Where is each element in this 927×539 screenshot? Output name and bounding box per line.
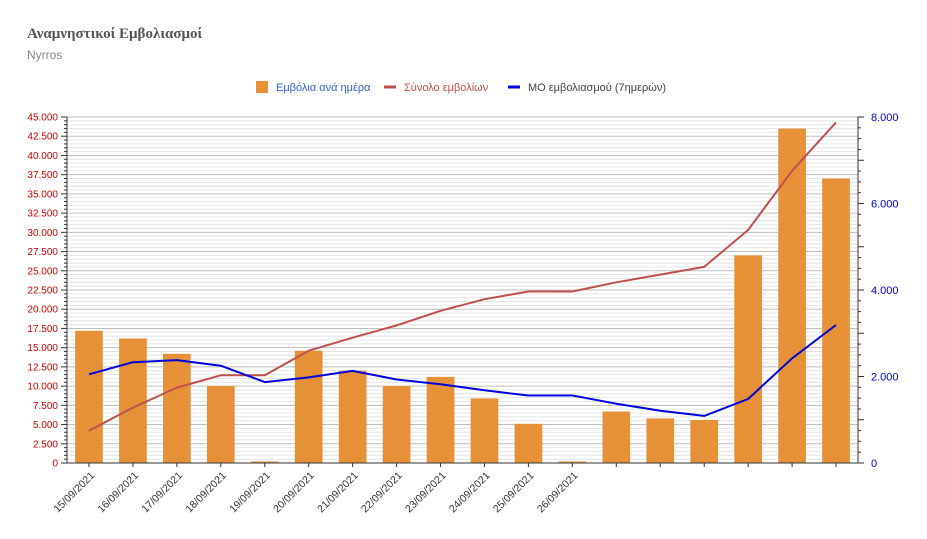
bar[interactable]: [426, 376, 455, 463]
bar[interactable]: [602, 411, 631, 463]
legend-item-total[interactable]: Σύνολο εμβολίων: [384, 82, 489, 94]
x-axis-tick-label: 15/09/2021: [51, 470, 97, 516]
legend-label: ΜΟ εμβολιασμού (7ημερών): [528, 82, 666, 94]
left-axis-tick-label: 0: [52, 459, 58, 470]
x-axis-tick-label: 26/09/2021: [535, 470, 581, 516]
bar[interactable]: [558, 461, 587, 463]
right-axis-tick-label: 8.000: [871, 112, 899, 124]
left-axis-tick-label: 45.000: [27, 113, 58, 124]
x-axis-tick-label: 16/09/2021: [95, 470, 141, 516]
legend-label: Σύνολο εμβολίων: [404, 82, 489, 94]
avg-line[interactable]: [88, 324, 837, 417]
left-axis-tick-label: 22.500: [27, 286, 58, 297]
bar[interactable]: [163, 353, 191, 463]
left-axis-tick-label: 5.000: [33, 420, 58, 431]
left-axis-tick-label: 2.500: [33, 439, 58, 450]
left-axis-tick-label: 12.500: [27, 362, 58, 373]
x-axis-tick-label: 24/09/2021: [447, 470, 493, 516]
left-axis-tick-label: 27.500: [27, 247, 58, 258]
bar[interactable]: [470, 398, 499, 463]
bar[interactable]: [338, 370, 367, 463]
bar[interactable]: [690, 419, 719, 463]
bar[interactable]: [250, 461, 279, 463]
left-axis-tick-label: 32.500: [27, 209, 58, 220]
x-axis-tick-label: 25/09/2021: [491, 470, 537, 516]
bar[interactable]: [514, 423, 543, 463]
left-axis-tick-label: 40.000: [27, 151, 58, 162]
left-axis-tick-label: 30.000: [27, 228, 58, 239]
bar[interactable]: [382, 386, 411, 463]
legend-item-avg[interactable]: ΜΟ εμβολιασμού (7ημερών): [508, 82, 666, 94]
left-axis-tick-label: 42.500: [27, 132, 58, 143]
x-axis-tick-label: 22/09/2021: [359, 470, 405, 516]
left-axis-tick-label: 17.500: [27, 324, 58, 335]
right-axis-tick-label: 6.000: [871, 199, 899, 211]
legend-item-bars[interactable]: Εμβόλια ανά ημέρα: [256, 81, 371, 94]
legend-swatch: [256, 81, 268, 93]
legend-label: Εμβόλια ανά ημέρα: [276, 82, 371, 94]
left-axis-tick-label: 20.000: [27, 305, 58, 316]
line-series: [88, 121, 837, 432]
bar[interactable]: [75, 330, 103, 463]
left-axis-tick-label: 25.000: [27, 266, 58, 277]
right-axis-tick-label: 4.000: [871, 285, 899, 297]
bar[interactable]: [206, 386, 235, 463]
x-axis-tick-label: 18/09/2021: [183, 470, 229, 516]
axes: 0 2.500 5.000 7.500 10.000 12.500 15.000 17.500…: [27, 112, 898, 515]
left-axis-tick-label: 15.000: [27, 343, 58, 354]
right-axis-tick-label: 0: [871, 458, 877, 470]
total-line[interactable]: [88, 121, 837, 432]
x-axis-tick-label: 21/09/2021: [315, 470, 361, 516]
chart-subtitle: Nyrros: [27, 48, 63, 62]
left-axis-tick-label: 10.000: [27, 382, 58, 393]
x-axis-tick-label: 23/09/2021: [403, 470, 449, 516]
x-axis-tick-label: 19/09/2021: [227, 470, 273, 516]
bar[interactable]: [822, 178, 850, 463]
x-axis-tick-label: 17/09/2021: [139, 470, 185, 516]
right-axis-tick-label: 2.000: [871, 372, 899, 384]
bar[interactable]: [646, 418, 675, 463]
chart-title: Αναμνηστικοί Εμβολιασμοί: [27, 26, 203, 42]
bar[interactable]: [778, 128, 806, 464]
legend[interactable]: Εμβόλια ανά ημέρα Σύνολο εμβολίων ΜΟ εμβολ…: [256, 81, 666, 94]
x-axis-tick-label: 20/09/2021: [271, 470, 317, 516]
left-axis-tick-label: 35.000: [27, 189, 58, 200]
left-axis-tick-label: 37.500: [27, 170, 58, 181]
left-axis-tick-label: 7.500: [33, 401, 58, 412]
bar[interactable]: [294, 350, 323, 463]
bar[interactable]: [119, 338, 147, 463]
bar-series: [75, 128, 850, 464]
bar[interactable]: [734, 255, 762, 463]
